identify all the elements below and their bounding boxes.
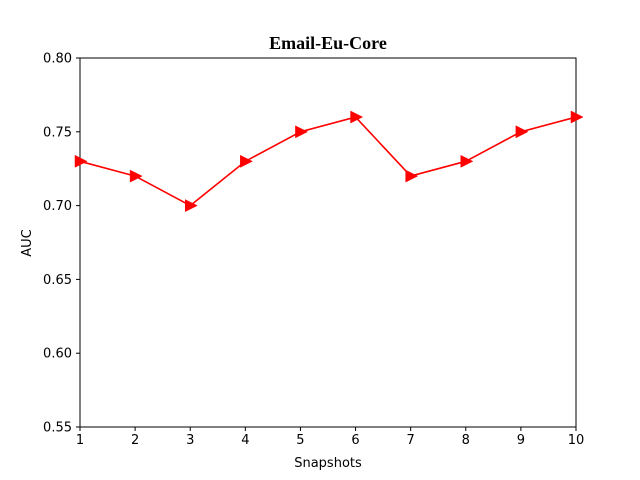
x-tick-label: 9 [517,433,525,448]
data-point-marker [295,125,309,139]
x-axis-label: Snapshots [294,456,362,471]
data-point-marker [74,154,88,168]
data-point-marker [405,169,419,183]
x-tick-label: 7 [407,433,415,448]
series-line [79,116,577,207]
y-tick-label: 0.75 [43,125,72,140]
y-tick-label: 0.65 [43,273,72,288]
data-point-marker [184,199,198,213]
plot-frame [79,57,577,428]
y-tick-label: 0.80 [43,52,72,67]
y-tick-label: 0.60 [43,347,72,362]
x-tick-label: 2 [131,433,139,448]
x-tick-label: 6 [351,433,359,448]
x-tick-label: 8 [462,433,470,448]
chart-title: Email-Eu-Core [269,33,387,53]
x-tick-label: 10 [568,433,585,448]
plot-area: 1 2 3 4 5 6 7 8 9 10 0.55 0.60 0.65 0.70 0.75 0.80 [43,52,584,449]
data-point-marker [570,110,584,124]
data-point-marker [460,154,474,168]
data-point-marker [240,154,253,168]
x-tick-label: 5 [296,433,304,448]
x-tick-label: 1 [76,433,84,448]
data-point-marker [515,125,529,139]
y-axis-label: AUC [20,229,35,257]
x-tick-label: 4 [241,433,249,448]
data-point-marker [129,169,143,183]
x-tick-label: 3 [186,433,194,448]
y-tick-label: 0.70 [43,199,72,214]
y-tick-label: 0.55 [43,421,72,436]
data-point-marker [350,110,364,124]
